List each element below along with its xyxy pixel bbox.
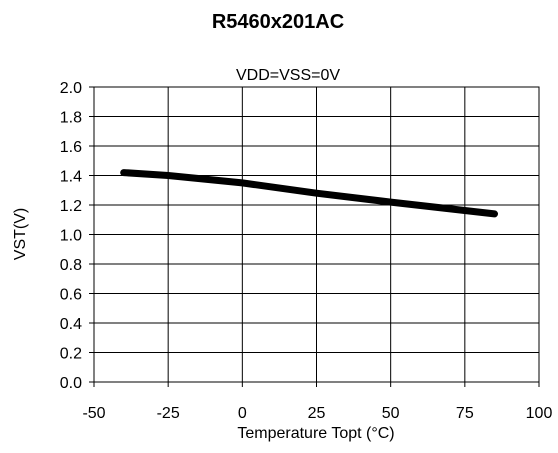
y-tick-label: 1.2 — [60, 198, 82, 215]
series-line — [120, 169, 498, 218]
y-tick-label: 1.8 — [60, 110, 82, 127]
x-tick-label: 0 — [238, 405, 247, 422]
chart-subtitle: VDD=VSS=0V — [236, 67, 340, 84]
x-tick-label: 50 — [382, 405, 400, 422]
y-tick-label: 1.4 — [60, 169, 82, 186]
y-tick-label: 1.0 — [60, 228, 82, 245]
y-tick-label: 0.6 — [60, 287, 82, 304]
y-tick-label: 0.0 — [60, 375, 82, 392]
x-tick-label: 75 — [456, 405, 474, 422]
grid — [94, 87, 539, 382]
y-tick-label: 0.8 — [60, 257, 82, 274]
y-tick-label: 1.6 — [60, 139, 82, 156]
x-tick-label: -25 — [157, 405, 180, 422]
y-tick-label: 0.4 — [60, 316, 82, 333]
x-tick-label: 25 — [308, 405, 326, 422]
x-axis-label: Temperature Topt (°C) — [237, 425, 394, 442]
y-tick-label: 0.2 — [60, 346, 82, 363]
y-axis-ticks: 0.0 0.2 0.4 0.6 0.8 1.0 1.2 1.4 1.6 1.8 2.0 — [60, 80, 94, 392]
chart-title: R5460x201AC — [212, 11, 344, 33]
x-axis-ticks: -50 -25 0 25 50 75 100 — [82, 382, 552, 422]
x-tick-label: -50 — [82, 405, 105, 422]
series-layer — [120, 169, 498, 218]
y-tick-label: 2.0 — [60, 80, 82, 97]
y-axis-label: VST(V) — [12, 208, 29, 260]
x-tick-label: 100 — [526, 405, 553, 422]
